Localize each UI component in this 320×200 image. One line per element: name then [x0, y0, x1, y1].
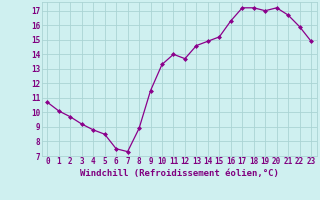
- X-axis label: Windchill (Refroidissement éolien,°C): Windchill (Refroidissement éolien,°C): [80, 169, 279, 178]
